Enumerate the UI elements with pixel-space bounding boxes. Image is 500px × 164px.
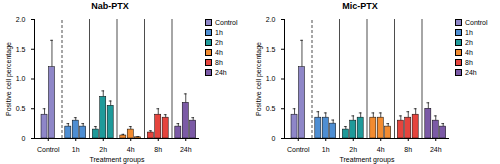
html-text:Control: Control <box>215 18 238 26</box>
svg-text:1.5: 1.5 <box>16 45 26 52</box>
svg-text:2.0: 2.0 <box>16 16 26 23</box>
html-text:1h: 1h <box>215 28 223 36</box>
html-text:24h: 24h <box>215 68 227 76</box>
svg-text:0: 0 <box>22 135 26 142</box>
svg-text:0.5: 0.5 <box>16 105 26 112</box>
html-text:1h: 1h <box>465 28 473 36</box>
svg-text:1h: 1h <box>72 146 80 153</box>
svg-text:Treatment groups: Treatment groups <box>90 156 145 164</box>
svg-text:2.0: 2.0 <box>266 16 276 23</box>
svg-text:8h: 8h <box>154 146 162 153</box>
svg-text:4h: 4h <box>377 146 385 153</box>
html-text:8h: 8h <box>465 58 473 66</box>
svg-text:1.5: 1.5 <box>266 45 276 52</box>
svg-text:8h: 8h <box>404 146 412 153</box>
svg-text:Positive cell percentage: Positive cell percentage <box>5 42 13 116</box>
svg-text:Treatment groups: Treatment groups <box>340 156 395 164</box>
svg-text:Control: Control <box>287 146 310 153</box>
html-text:2h: 2h <box>465 38 473 46</box>
svg-text:24h: 24h <box>430 146 442 153</box>
svg-text:1h: 1h <box>322 146 330 153</box>
html-text:Control: Control <box>465 18 488 26</box>
svg-text:4h: 4h <box>127 146 135 153</box>
svg-text:0.5: 0.5 <box>266 105 276 112</box>
svg-text:Control: Control <box>37 146 60 153</box>
svg-text:24h: 24h <box>180 146 192 153</box>
html-text:4h: 4h <box>215 48 223 56</box>
html-text:8h: 8h <box>215 58 223 66</box>
svg-text:1.0: 1.0 <box>266 75 276 82</box>
svg-text:0: 0 <box>272 135 276 142</box>
html-text:24h: 24h <box>465 68 477 76</box>
svg-text:Positive cell percentage: Positive cell percentage <box>255 42 263 116</box>
html-text:Nab-PTX: Nab-PTX <box>91 1 129 11</box>
html-text:Mic-PTX: Mic-PTX <box>342 1 378 11</box>
svg-text:2h: 2h <box>99 146 107 153</box>
svg-text:1.0: 1.0 <box>16 75 26 82</box>
html-text:2h: 2h <box>215 38 223 46</box>
svg-text:2h: 2h <box>349 146 357 153</box>
html-text:4h: 4h <box>465 48 473 56</box>
